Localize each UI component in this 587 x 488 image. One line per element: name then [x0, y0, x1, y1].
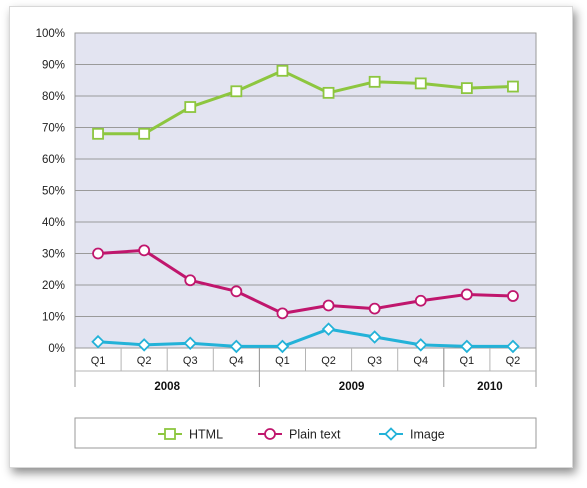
- legend-box: [74, 417, 537, 449]
- x-tick-label: Q4: [229, 355, 244, 367]
- x-axis: Q1 Q2 Q3 Q4 Q1 Q2 Q3 Q4 Q1 Q2 2008 2009 2010: [74, 348, 537, 393]
- data-point-html: [92, 127, 104, 140]
- data-point-html: [184, 101, 197, 113]
- x-tick-label: Q1: [275, 355, 290, 367]
- y-tick-label: 70%: [42, 123, 65, 135]
- x-group-label: 2008: [154, 381, 180, 393]
- series-image: [91, 322, 520, 354]
- x-group-label: 2009: [339, 381, 365, 393]
- gridlines: [75, 32, 536, 349]
- y-tick-label: 10%: [42, 312, 65, 324]
- data-point-image: [413, 338, 428, 352]
- data-point-plain-text: [92, 247, 104, 260]
- x-tick-label: Q1: [460, 355, 475, 367]
- data-point-plain-text: [414, 294, 427, 307]
- series-line-image: [97, 327, 513, 348]
- legend-marker-plain-text: [264, 428, 276, 440]
- data-point-html: [322, 86, 335, 99]
- data-point-plain-text: [184, 274, 197, 287]
- data-point-image: [460, 339, 474, 354]
- series-plain-text: [92, 244, 519, 320]
- data-point-image: [506, 339, 520, 354]
- data-point-plain-text: [507, 290, 519, 302]
- data-point-image: [321, 322, 336, 336]
- y-tick-label: 100%: [36, 28, 65, 40]
- legend-item-image: Image: [379, 427, 445, 442]
- y-tick-label: 40%: [42, 217, 65, 229]
- series-layer: [91, 64, 520, 354]
- legend: HTML Plain text Image: [74, 417, 537, 449]
- data-point-html: [230, 85, 243, 98]
- data-point-image: [91, 334, 105, 349]
- data-point-html: [276, 64, 289, 77]
- data-point-image: [275, 339, 290, 354]
- data-point-html: [414, 77, 427, 90]
- data-point-html: [368, 75, 381, 88]
- x-tick-label: Q1: [91, 355, 106, 367]
- y-tick-label: 80%: [42, 91, 65, 103]
- y-tick-label: 0%: [48, 343, 65, 355]
- data-point-image: [183, 336, 198, 351]
- legend-item-html: HTML: [158, 428, 223, 442]
- x-tick-label: Q4: [413, 355, 428, 367]
- y-tick-label: 90%: [42, 60, 65, 72]
- y-tick-label: 20%: [42, 280, 65, 292]
- y-tick-label: 30%: [42, 249, 65, 261]
- x-tick-label: Q2: [321, 355, 336, 367]
- y-tick-label: 60%: [42, 154, 65, 166]
- data-point-image: [229, 339, 244, 354]
- data-point-plain-text: [230, 285, 243, 298]
- data-point-html: [507, 80, 519, 93]
- data-point-html: [138, 127, 151, 140]
- x-tick-label: Q2: [506, 355, 521, 367]
- x-tick-label: Q3: [367, 355, 382, 367]
- y-axis-ticks: 0% 10% 20% 30% 40% 50% 60% 70% 80% 90% 100%: [36, 28, 65, 355]
- series-line-plain-text: [97, 248, 514, 315]
- series-line-html: [98, 69, 514, 136]
- legend-marker-image: [384, 427, 398, 441]
- data-point-html: [460, 82, 473, 95]
- data-point-image: [367, 330, 382, 344]
- y-tick-label: 50%: [42, 186, 65, 198]
- data-point-plain-text: [276, 307, 289, 320]
- legend-marker-html: [164, 428, 176, 440]
- data-point-plain-text: [368, 302, 381, 315]
- data-point-plain-text: [138, 244, 151, 257]
- series-html: [92, 64, 519, 140]
- x-tick-label: Q3: [183, 355, 198, 367]
- data-point-plain-text: [322, 299, 335, 312]
- legend-label-image: Image: [410, 428, 445, 442]
- x-tick-label: Q2: [137, 355, 152, 367]
- legend-label-plain-text: Plain text: [289, 428, 341, 442]
- legend-item-plain-text: Plain text: [258, 428, 341, 442]
- data-point-plain-text: [460, 288, 473, 301]
- data-point-image: [137, 338, 151, 352]
- legend-label-html: HTML: [189, 428, 223, 442]
- x-group-label: 2010: [477, 381, 503, 393]
